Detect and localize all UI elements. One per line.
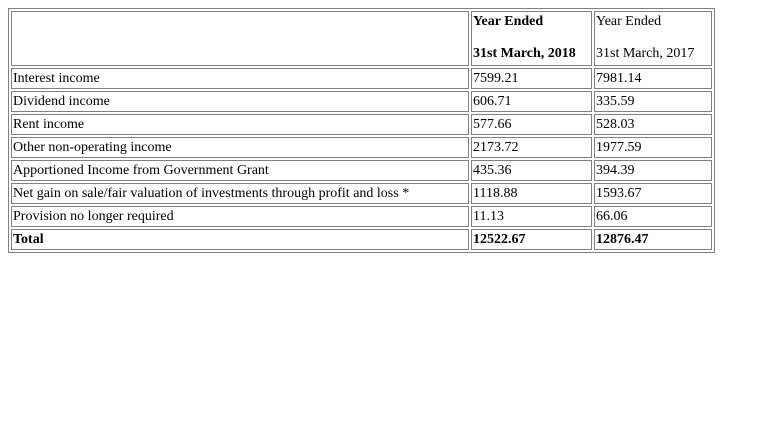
row-value-fy2018: 7599.21 (471, 68, 592, 89)
table-row: Rent income 577.66 528.03 (11, 114, 712, 135)
table-row: Dividend income 606.71 335.59 (11, 91, 712, 112)
total-value-fy2017: 12876.47 (594, 229, 712, 250)
total-value-fy2018: 12522.67 (471, 229, 592, 250)
row-label: Interest income (11, 68, 469, 89)
table-row: Apportioned Income from Government Grant… (11, 160, 712, 181)
other-income-table: Year Ended 31st March, 2018 Year Ended 3… (8, 8, 715, 253)
total-label: Total (11, 229, 469, 250)
row-label: Apportioned Income from Government Grant (11, 160, 469, 181)
header-empty-cell (11, 11, 469, 66)
row-label: Other non-operating income (11, 137, 469, 158)
row-value-fy2017: 394.39 (594, 160, 712, 181)
row-value-fy2017: 66.06 (594, 206, 712, 227)
header-fy2018-cell: Year Ended 31st March, 2018 (471, 11, 592, 66)
total-row: Total 12522.67 12876.47 (11, 229, 712, 250)
header-row: Year Ended 31st March, 2018 Year Ended 3… (11, 11, 712, 66)
header-fy2017-cell: Year Ended 31st March, 2017 (594, 11, 712, 66)
row-value-fy2018: 11.13 (471, 206, 592, 227)
row-label: Dividend income (11, 91, 469, 112)
table-row: Provision no longer required 11.13 66.06 (11, 206, 712, 227)
row-value-fy2018: 577.66 (471, 114, 592, 135)
table-row: Other non-operating income 2173.72 1977.… (11, 137, 712, 158)
header-fy2017-line2: 31st March, 2017 (596, 46, 695, 61)
row-value-fy2018: 606.71 (471, 91, 592, 112)
row-label: Provision no longer required (11, 206, 469, 227)
row-label: Net gain on sale/fair valuation of inves… (11, 183, 469, 204)
row-value-fy2017: 7981.14 (594, 68, 712, 89)
row-value-fy2018: 1118.88 (471, 183, 592, 204)
row-value-fy2018: 435.36 (471, 160, 592, 181)
row-value-fy2017: 1977.59 (594, 137, 712, 158)
table-row: Interest income 7599.21 7981.14 (11, 68, 712, 89)
row-value-fy2018: 2173.72 (471, 137, 592, 158)
row-label: Rent income (11, 114, 469, 135)
table-row: Net gain on sale/fair valuation of inves… (11, 183, 712, 204)
row-value-fy2017: 528.03 (594, 114, 712, 135)
header-fy2017-line1: Year Ended (596, 14, 662, 29)
header-fy2018-line1: Year Ended (473, 14, 544, 29)
header-fy2018-line2: 31st March, 2018 (473, 46, 576, 61)
row-value-fy2017: 335.59 (594, 91, 712, 112)
row-value-fy2017: 1593.67 (594, 183, 712, 204)
